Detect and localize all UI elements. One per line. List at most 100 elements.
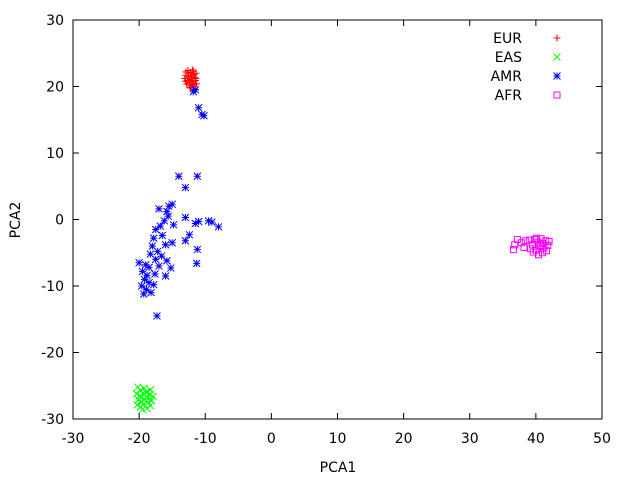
- plot-points: [132, 66, 553, 414]
- data-point: [153, 312, 161, 320]
- legend: EUR EAS AMR AFR: [491, 31, 561, 104]
- data-point: [185, 230, 194, 239]
- y-axis-label: PCA2: [8, 202, 24, 239]
- data-point: [538, 249, 546, 257]
- data-point: [145, 278, 153, 287]
- data-point: [181, 77, 189, 85]
- data-point: [193, 245, 202, 254]
- data-point: [151, 225, 160, 234]
- x-tick-label: 0: [267, 431, 276, 447]
- data-point: [186, 84, 194, 92]
- x-tick-label: -10: [194, 431, 217, 447]
- legend-label: AMR: [491, 69, 523, 85]
- y-tick-label: -30: [41, 412, 64, 428]
- data-point: [163, 207, 171, 216]
- x-axis-label: PCA1: [320, 460, 357, 476]
- data-point: [174, 172, 183, 181]
- data-point: [511, 241, 519, 249]
- data-point: [189, 66, 197, 74]
- data-point: [168, 238, 177, 247]
- data-point: [182, 68, 190, 76]
- data-point: [200, 111, 208, 120]
- data-point: [155, 205, 163, 213]
- data-point: [161, 240, 170, 249]
- data-point: [168, 200, 177, 209]
- data-point: [191, 219, 200, 228]
- data-point: [155, 262, 163, 270]
- data-point: [533, 234, 541, 242]
- x-tick-label: -30: [62, 431, 85, 447]
- plot-frame: [72, 19, 603, 420]
- legend-label: EAS: [495, 50, 522, 66]
- data-point: [537, 235, 545, 243]
- data-point: [138, 405, 147, 414]
- data-point: [185, 78, 193, 86]
- data-point: [158, 231, 167, 240]
- data-point: [193, 172, 202, 181]
- data-point: [520, 243, 528, 251]
- data-point: [151, 270, 159, 278]
- data-point: [190, 71, 198, 79]
- legend-marker: [553, 91, 561, 99]
- data-point: [145, 263, 153, 272]
- data-point: [521, 237, 529, 245]
- data-point: [542, 247, 550, 255]
- data-point: [192, 259, 201, 268]
- data-point: [163, 256, 171, 265]
- data-point: [160, 216, 169, 225]
- data-point: [167, 264, 175, 272]
- data-point: [535, 251, 543, 259]
- data-point: [191, 85, 200, 94]
- data-point: [149, 280, 158, 289]
- legend-marker: [553, 34, 561, 42]
- data-point: [194, 217, 203, 226]
- data-point: [135, 258, 143, 267]
- data-point: [193, 80, 201, 88]
- data-point: [189, 81, 197, 89]
- data-point: [146, 401, 155, 410]
- data-point: [149, 234, 158, 242]
- data-point: [181, 213, 190, 222]
- y-tick-label: 0: [55, 213, 64, 229]
- x-tick-label: 20: [395, 431, 413, 447]
- data-point: [153, 247, 162, 256]
- data-point: [137, 393, 145, 402]
- data-point: [181, 236, 190, 245]
- data-point: [537, 241, 545, 249]
- legend-marker: [553, 72, 561, 80]
- data-point: [142, 285, 151, 294]
- legend-label: EUR: [493, 31, 522, 47]
- data-point: [169, 220, 178, 229]
- data-point: [165, 202, 173, 211]
- data-point: [527, 245, 535, 253]
- y-tick-label: 20: [46, 80, 64, 96]
- data-point: [204, 216, 213, 225]
- x-tick-label: 30: [461, 431, 479, 447]
- data-point: [545, 237, 553, 245]
- y-tick-label: 10: [46, 146, 64, 162]
- legend-label: AFR: [495, 88, 523, 104]
- data-point: [214, 222, 223, 231]
- data-point: [139, 290, 148, 298]
- data-point: [146, 250, 155, 258]
- data-point: [137, 282, 146, 290]
- data-point: [140, 275, 149, 284]
- x-tick-label: -20: [128, 431, 151, 447]
- x-tick-label: 40: [527, 431, 545, 447]
- x-tick-label: 10: [329, 431, 347, 447]
- data-point: [144, 394, 153, 403]
- data-point: [147, 288, 155, 297]
- data-point: [544, 241, 552, 249]
- data-point: [164, 212, 173, 221]
- x-tick-label: 50: [593, 431, 611, 447]
- data-point: [156, 222, 165, 231]
- y-tick-label: -20: [41, 346, 64, 362]
- series-amr: [135, 85, 223, 320]
- x-axis: -30 -20 -10 0 10 20 30 40 50: [62, 20, 611, 447]
- y-axis: -30 -20 -10 0 10 20 30: [41, 13, 602, 428]
- data-point: [181, 183, 190, 192]
- data-point: [208, 218, 216, 227]
- data-point: [157, 252, 166, 260]
- y-tick-label: -10: [41, 279, 64, 295]
